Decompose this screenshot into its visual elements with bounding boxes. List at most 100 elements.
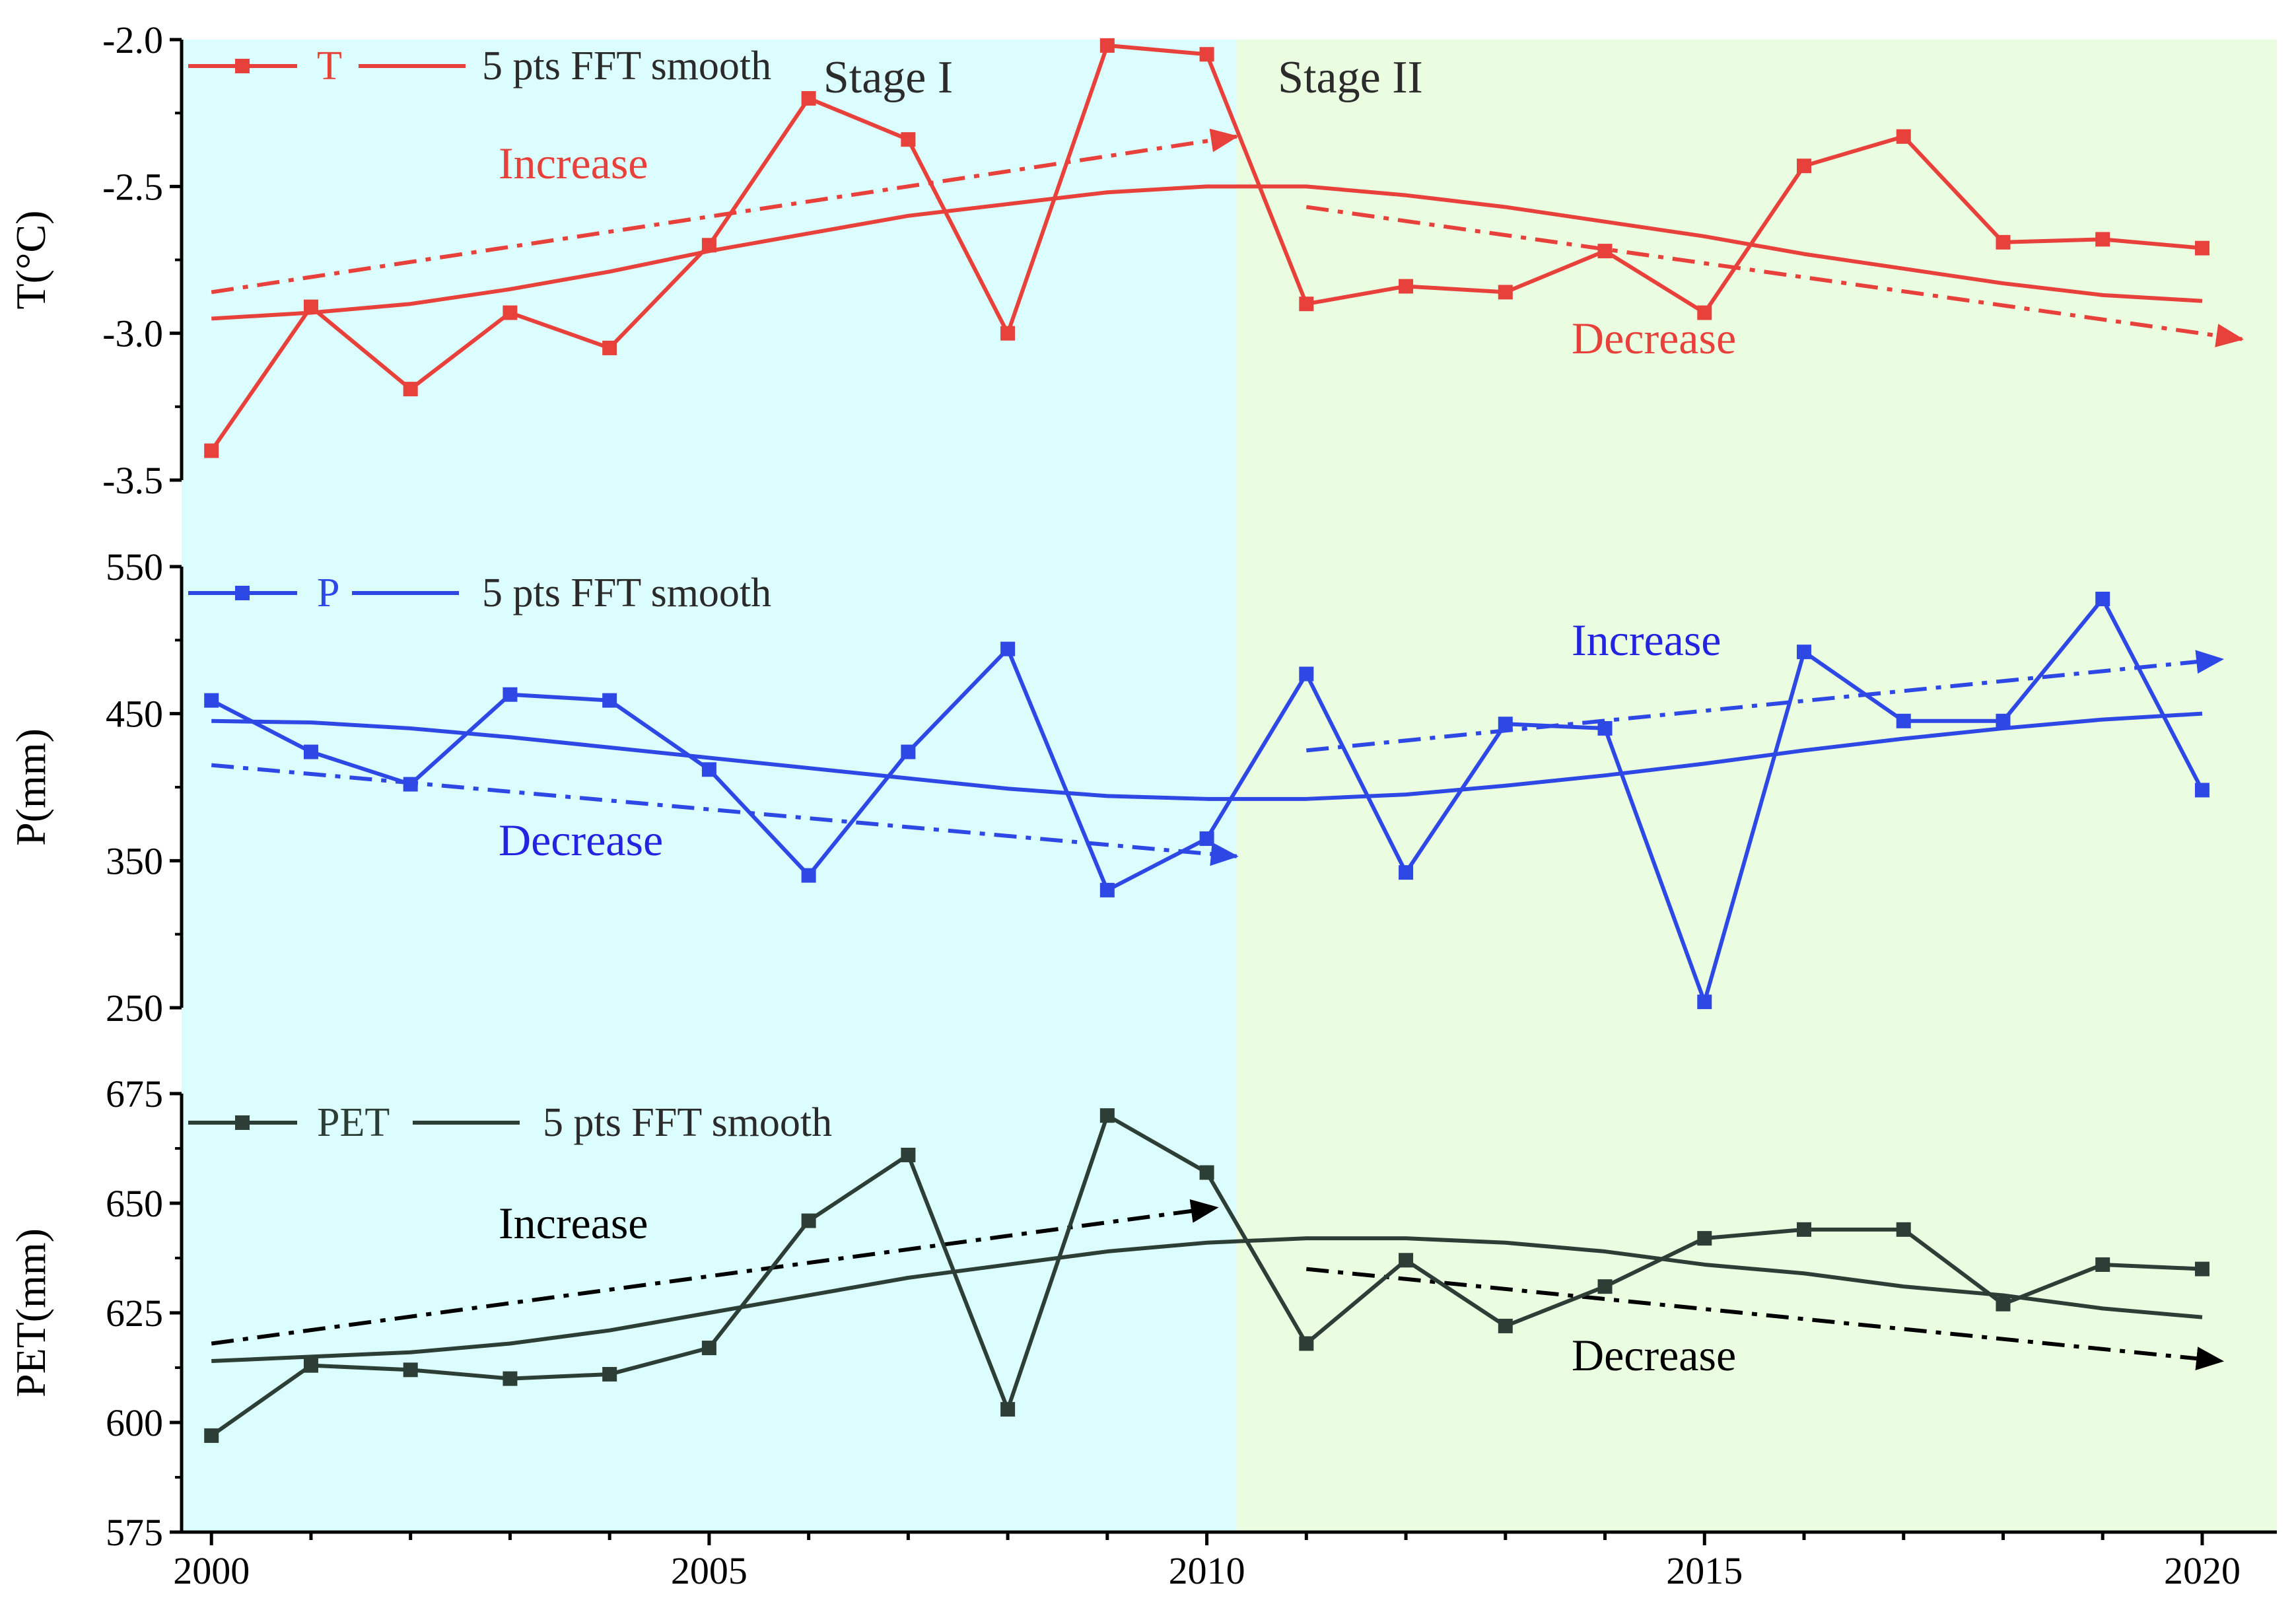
y-tick-label-pet: 625 xyxy=(106,1292,163,1335)
trend-label-p-increase: Increase xyxy=(1572,615,1721,665)
data-point-pet-2007 xyxy=(901,1147,916,1162)
data-point-p-2014 xyxy=(1597,720,1613,736)
data-point-p-2016 xyxy=(1797,645,1812,660)
data-point-t-2012 xyxy=(1399,279,1414,294)
data-point-pet-2000 xyxy=(204,1428,219,1443)
trend-arrow-p-decrease xyxy=(211,763,1239,866)
y-tick-label-p: 350 xyxy=(106,839,163,882)
data-point-p-2013 xyxy=(1498,717,1513,732)
y-tick-label-t: -3.0 xyxy=(102,312,163,355)
legend-marker-p xyxy=(235,586,250,600)
data-point-p-2015 xyxy=(1697,995,1712,1010)
y-axis-title-pet: PET(mm) xyxy=(7,1228,54,1397)
x-tick-label-2000: 2000 xyxy=(173,1549,250,1592)
data-point-t-2016 xyxy=(1797,158,1812,174)
y-tick-label-p: 450 xyxy=(106,693,163,736)
data-point-t-2020 xyxy=(2194,240,2209,256)
data-point-pet-2003 xyxy=(503,1371,518,1386)
data-point-p-2011 xyxy=(1299,666,1314,682)
legend-pet: PET 5 pts FFT smooth xyxy=(188,1100,832,1145)
data-point-pet-2008 xyxy=(1000,1402,1016,1417)
trend-label-pet-decrease: Decrease xyxy=(1572,1330,1736,1380)
legend-t: T 5 pts FFT smooth xyxy=(188,44,771,88)
panel-pet: Increase Decrease xyxy=(204,1108,2225,1443)
y-tick-label-p: 250 xyxy=(106,987,163,1030)
data-point-pet-2013 xyxy=(1498,1318,1513,1333)
data-point-p-2006 xyxy=(801,868,816,883)
data-point-p-2003 xyxy=(503,687,518,702)
legend-marker-t xyxy=(235,59,250,73)
data-point-pet-2011 xyxy=(1299,1336,1314,1351)
data-point-pet-2014 xyxy=(1597,1279,1613,1294)
y-axis-title-p: P(mm) xyxy=(7,728,54,846)
data-point-p-2010 xyxy=(1199,831,1214,846)
y-axis-pet: 575 600 625 650 675 PET(mm) xyxy=(7,1072,184,1554)
data-point-p-2004 xyxy=(602,693,617,708)
trend-arrow-t-decrease xyxy=(1305,205,2244,347)
trend-label-t-increase: Increase xyxy=(499,138,648,188)
panel-t: Increase Decrease xyxy=(204,38,2244,458)
data-point-pet-2005 xyxy=(701,1341,716,1356)
data-point-p-2019 xyxy=(2095,591,2110,606)
data-point-t-2015 xyxy=(1697,305,1712,320)
y-tick-label-p: 550 xyxy=(106,545,163,588)
data-point-t-2006 xyxy=(801,90,816,106)
y-tick-label-pet: 675 xyxy=(106,1072,163,1115)
data-point-pet-2016 xyxy=(1797,1222,1812,1237)
x-tick-label-2015: 2015 xyxy=(1666,1549,1743,1592)
smooth-line-pet xyxy=(211,1236,2203,1364)
legend-label-p: P xyxy=(317,571,339,615)
data-point-t-2013 xyxy=(1498,285,1513,300)
data-point-pet-2015 xyxy=(1697,1231,1712,1246)
y-tick-label-t: -2.5 xyxy=(102,165,163,208)
data-point-pet-2017 xyxy=(1896,1222,1911,1237)
trend-label-p-decrease: Decrease xyxy=(499,815,663,865)
x-tick-label-2010: 2010 xyxy=(1169,1549,1245,1592)
y-axis-p: 250 350 450 550 P(mm) xyxy=(7,545,184,1030)
chart-axes: -3.5 -3.0 -2.5 -2.0 T(°C) 250 350 450 550 P(mm) 57… xyxy=(7,18,2277,1592)
legend-label-pet: PET xyxy=(317,1100,390,1145)
legend-marker-pet xyxy=(235,1115,250,1130)
data-point-t-2009 xyxy=(1099,38,1115,53)
y-tick-label-pet: 650 xyxy=(106,1182,163,1225)
y-tick-label-pet: 600 xyxy=(106,1401,163,1444)
data-point-t-2017 xyxy=(1896,129,1911,144)
stage-label-2: Stage II xyxy=(1278,52,1423,103)
data-point-t-2018 xyxy=(1996,234,2011,250)
smooth-line-p xyxy=(211,711,2203,801)
data-point-t-2008 xyxy=(1000,326,1016,341)
y-axis-title-t: T(°C) xyxy=(7,211,54,310)
data-point-t-2004 xyxy=(602,340,617,355)
data-point-t-2007 xyxy=(901,132,916,147)
trend-label-pet-increase: Increase xyxy=(499,1198,648,1248)
data-point-t-2014 xyxy=(1597,244,1613,259)
data-point-pet-2006 xyxy=(801,1213,816,1228)
data-point-pet-2012 xyxy=(1399,1253,1414,1268)
y-tick-label-pet: 575 xyxy=(106,1511,163,1554)
legend-label-t: T xyxy=(317,44,342,88)
data-point-pet-2020 xyxy=(2194,1261,2209,1277)
data-point-t-2019 xyxy=(2095,232,2110,247)
data-point-p-2001 xyxy=(303,744,318,759)
panel-p: Decrease Increase xyxy=(204,591,2225,1010)
data-point-t-2000 xyxy=(204,443,219,458)
data-point-p-2020 xyxy=(2194,783,2209,798)
data-point-p-2008 xyxy=(1000,641,1016,656)
data-point-pet-2019 xyxy=(2095,1257,2110,1272)
data-point-pet-2010 xyxy=(1199,1165,1214,1180)
legend-p: P 5 pts FFT smooth xyxy=(188,571,771,615)
y-axis-t: -3.5 -3.0 -2.5 -2.0 T(°C) xyxy=(7,18,184,502)
data-point-t-2010 xyxy=(1199,47,1214,62)
chart-panels: Stage I Stage II Increase Decrease T 5 pts FF… xyxy=(188,38,2244,1443)
data-point-t-2002 xyxy=(403,382,418,397)
y-tick-label-t: -3.5 xyxy=(102,459,163,502)
data-point-pet-2004 xyxy=(602,1366,617,1382)
data-point-t-2005 xyxy=(701,238,716,253)
data-point-p-2012 xyxy=(1399,865,1414,880)
data-point-p-2009 xyxy=(1099,882,1115,897)
data-point-t-2011 xyxy=(1299,297,1314,312)
data-point-p-2018 xyxy=(1996,713,2011,728)
legend-label-smooth-t: 5 pts FFT smooth xyxy=(482,44,771,88)
data-point-t-2003 xyxy=(503,305,518,320)
